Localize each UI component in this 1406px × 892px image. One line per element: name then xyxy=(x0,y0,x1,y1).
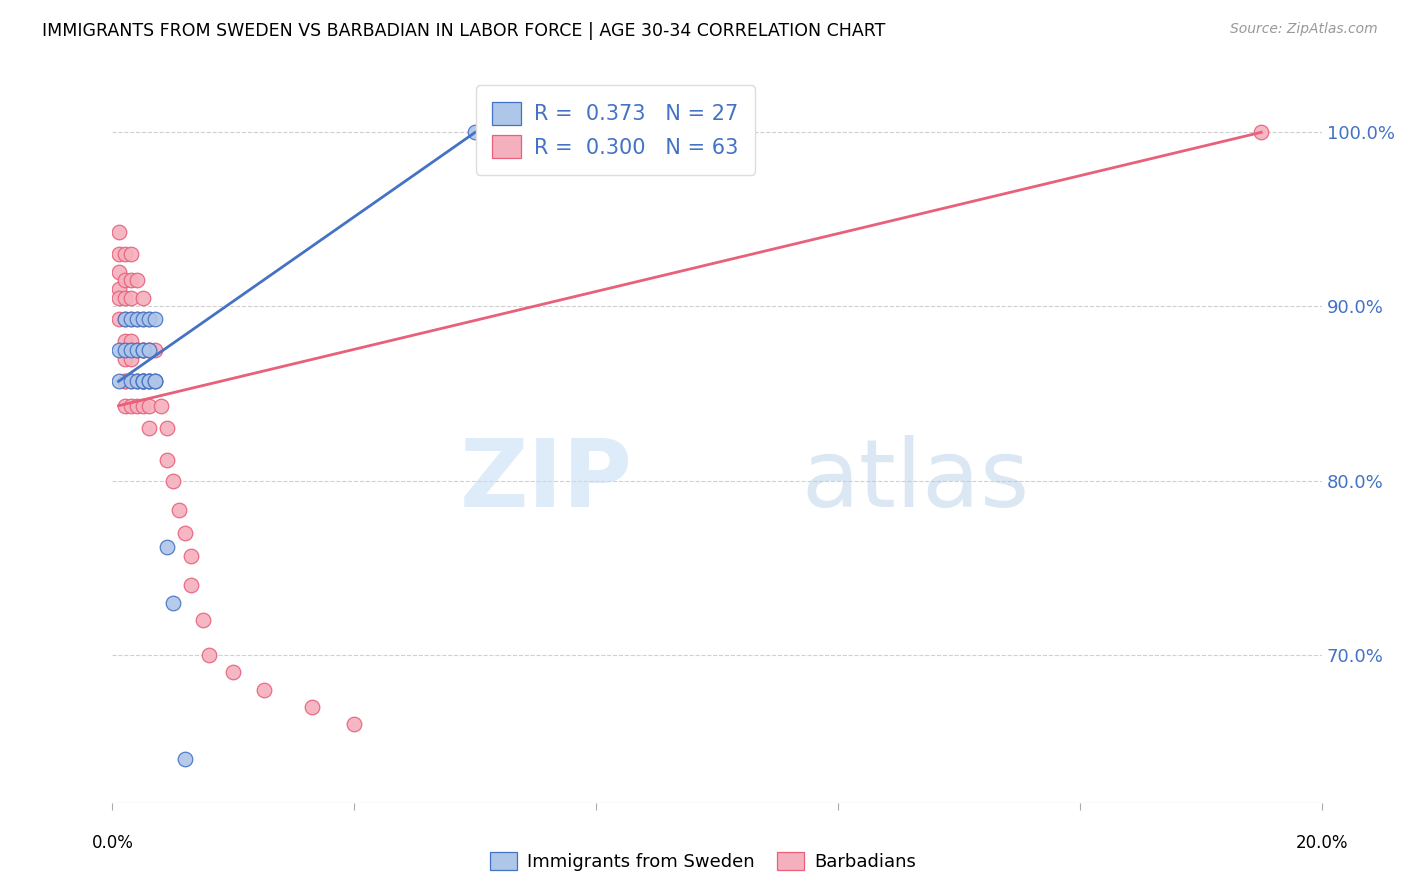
Point xyxy=(132,375,155,389)
Text: atlas: atlas xyxy=(801,435,1031,527)
Point xyxy=(120,351,142,366)
Point xyxy=(107,282,129,296)
Point xyxy=(120,311,142,326)
Point xyxy=(132,375,155,389)
Point xyxy=(138,375,160,389)
Point xyxy=(120,343,142,357)
Point xyxy=(301,700,323,714)
Point xyxy=(107,265,129,279)
Point xyxy=(114,273,136,287)
Point xyxy=(114,334,136,349)
Point xyxy=(343,717,366,731)
Point xyxy=(156,540,179,554)
Point xyxy=(114,343,136,357)
Point xyxy=(114,375,136,389)
Point xyxy=(1250,125,1272,139)
Point xyxy=(125,375,148,389)
Text: 20.0%: 20.0% xyxy=(1295,834,1348,852)
Point xyxy=(120,343,142,357)
Point xyxy=(180,578,202,592)
Point xyxy=(125,375,148,389)
Text: Source: ZipAtlas.com: Source: ZipAtlas.com xyxy=(1230,22,1378,37)
Point xyxy=(114,375,136,389)
Point xyxy=(138,375,160,389)
Point xyxy=(120,399,142,413)
Point xyxy=(138,375,160,389)
Point xyxy=(138,343,160,357)
Point xyxy=(143,311,166,326)
Point xyxy=(107,343,129,357)
Point xyxy=(120,247,142,261)
Text: IMMIGRANTS FROM SWEDEN VS BARBADIAN IN LABOR FORCE | AGE 30-34 CORRELATION CHART: IMMIGRANTS FROM SWEDEN VS BARBADIAN IN L… xyxy=(42,22,886,40)
Point xyxy=(114,399,136,413)
Point xyxy=(132,399,155,413)
Point xyxy=(132,311,155,326)
Legend: R =  0.373   N = 27, R =  0.300   N = 63: R = 0.373 N = 27, R = 0.300 N = 63 xyxy=(475,86,755,175)
Point xyxy=(120,375,142,389)
Point xyxy=(156,421,179,435)
Point xyxy=(138,421,160,435)
Text: 0.0%: 0.0% xyxy=(91,834,134,852)
Point xyxy=(114,343,136,357)
Point xyxy=(464,125,486,139)
Point xyxy=(132,343,155,357)
Point xyxy=(138,311,160,326)
Point xyxy=(114,291,136,305)
Point xyxy=(162,474,184,488)
Point xyxy=(125,399,148,413)
Point xyxy=(125,343,148,357)
Point xyxy=(132,343,155,357)
Point xyxy=(174,752,197,766)
Point xyxy=(107,291,129,305)
Point xyxy=(120,291,142,305)
Point xyxy=(198,648,221,662)
Point xyxy=(107,247,129,261)
Point xyxy=(107,375,129,389)
Point xyxy=(120,311,142,326)
Point xyxy=(125,343,148,357)
Point xyxy=(132,375,155,389)
Point xyxy=(120,375,142,389)
Point xyxy=(114,351,136,366)
Point xyxy=(222,665,245,680)
Point xyxy=(114,247,136,261)
Point xyxy=(138,311,160,326)
Point xyxy=(120,334,142,349)
Point xyxy=(132,343,155,357)
Point xyxy=(143,343,166,357)
Point xyxy=(253,682,276,697)
Point xyxy=(114,311,136,326)
Point xyxy=(180,549,202,563)
Point xyxy=(162,595,184,609)
Point xyxy=(132,343,155,357)
Point xyxy=(107,225,129,239)
Point xyxy=(120,273,142,287)
Point xyxy=(138,343,160,357)
Point xyxy=(156,452,179,467)
Point xyxy=(138,399,160,413)
Point xyxy=(114,311,136,326)
Point xyxy=(132,375,155,389)
Point xyxy=(143,375,166,389)
Point xyxy=(143,375,166,389)
Point xyxy=(125,273,148,287)
Point xyxy=(132,291,155,305)
Point xyxy=(132,375,155,389)
Point xyxy=(132,375,155,389)
Point xyxy=(125,311,148,326)
Point xyxy=(191,613,214,627)
Point xyxy=(143,375,166,389)
Legend: Immigrants from Sweden, Barbadians: Immigrants from Sweden, Barbadians xyxy=(482,845,924,879)
Text: ZIP: ZIP xyxy=(460,435,633,527)
Point xyxy=(138,375,160,389)
Point xyxy=(125,375,148,389)
Point xyxy=(125,311,148,326)
Point xyxy=(167,503,190,517)
Point xyxy=(149,399,172,413)
Point xyxy=(107,311,129,326)
Point xyxy=(132,311,155,326)
Point xyxy=(138,343,160,357)
Point xyxy=(174,525,197,540)
